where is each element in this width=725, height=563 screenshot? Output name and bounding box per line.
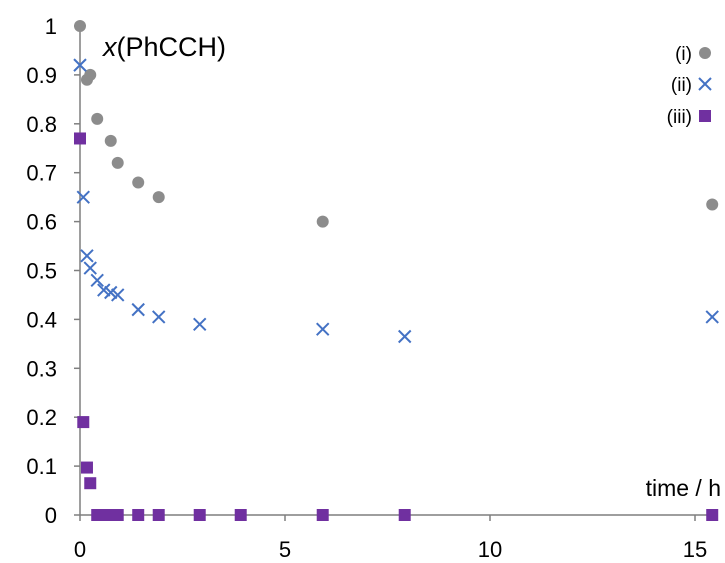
data-point	[91, 112, 104, 125]
data-point	[316, 509, 329, 521]
data-point	[77, 416, 90, 429]
data-point	[152, 310, 166, 324]
series-1	[74, 20, 719, 228]
legend-label: (i)	[675, 44, 692, 65]
data-point	[193, 317, 207, 331]
data-point	[80, 249, 94, 263]
legend-marker	[698, 77, 712, 91]
x-tick-label: 5	[279, 537, 291, 562]
legend-marker	[699, 110, 711, 122]
data-point	[316, 215, 329, 228]
data-point	[131, 302, 145, 317]
data-point	[706, 198, 719, 211]
data-point	[152, 191, 165, 204]
axes	[79, 26, 712, 516]
data-point	[97, 283, 111, 297]
data-point	[705, 310, 719, 324]
data-point	[111, 156, 124, 169]
data-point	[84, 68, 97, 81]
y-tick-label: 0.5	[26, 259, 57, 284]
legend-label: (ii)	[671, 75, 692, 96]
legend: (i) (ii) (iii)	[667, 44, 712, 128]
x-ticks: 0 5 10 15	[74, 515, 707, 562]
x-axis-title: time / h	[646, 475, 721, 501]
data-point	[73, 58, 87, 72]
y-tick-label: 0.4	[26, 307, 57, 332]
series-3	[74, 132, 719, 521]
y-axis-title: x(PhCCH)	[101, 32, 226, 62]
y-tick-label: 0.6	[26, 210, 57, 235]
data-point	[83, 261, 97, 275]
data-point	[398, 329, 412, 344]
data-point	[111, 288, 125, 302]
x-tick-label: 10	[478, 537, 502, 562]
data-point	[111, 509, 124, 521]
data-point	[234, 509, 247, 521]
y-axis-title-italic: x	[101, 32, 118, 62]
data-point	[74, 20, 86, 32]
data-point	[80, 461, 93, 474]
legend-marker	[699, 47, 711, 59]
data-point	[74, 132, 86, 145]
series-2	[73, 58, 719, 344]
data-point	[316, 322, 330, 336]
data-point	[132, 509, 145, 521]
y-tick-label: 0.3	[26, 356, 57, 381]
data-markers	[73, 20, 719, 521]
data-point	[104, 134, 117, 147]
data-point	[152, 509, 165, 521]
y-ticks: 0 0.1 0.2 0.3 0.4 0.5 0.6 0.7 0.8 0.9 1	[26, 14, 80, 528]
y-tick-label: 0	[45, 503, 57, 528]
data-point	[104, 285, 118, 300]
y-tick-label: 0.7	[26, 161, 57, 186]
data-point	[84, 477, 97, 490]
data-point	[398, 509, 411, 521]
y-tick-label: 0.9	[26, 63, 57, 88]
y-axis-title-rest: (PhCCH)	[117, 32, 227, 62]
x-tick-label: 15	[683, 537, 707, 562]
data-point	[76, 190, 90, 204]
x-tick-label: 0	[74, 537, 86, 562]
legend-label: (iii)	[667, 107, 692, 128]
data-point	[193, 509, 206, 521]
data-point	[90, 273, 104, 287]
y-tick-label: 0.8	[26, 112, 57, 137]
y-tick-label: 1	[45, 14, 57, 39]
data-point	[132, 176, 145, 189]
y-tick-label: 0.2	[26, 405, 57, 430]
data-point	[706, 509, 719, 521]
y-tick-label: 0.1	[26, 454, 57, 479]
